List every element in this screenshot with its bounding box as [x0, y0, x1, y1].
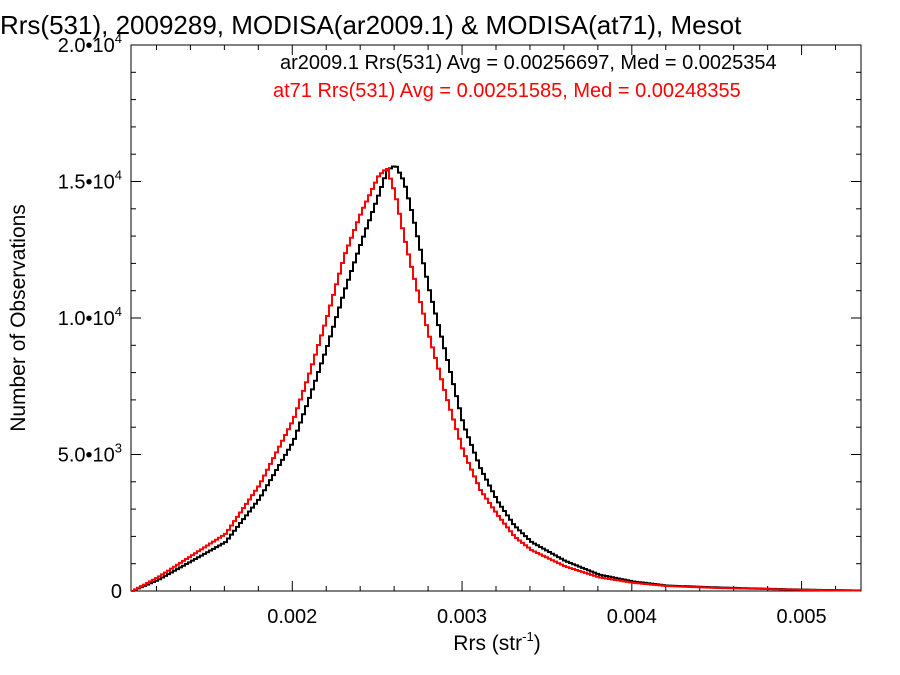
x-tick-label: 0.005	[777, 606, 827, 628]
x-axis-label: Rrs (str-1)	[453, 629, 540, 655]
x-axis-label-main: Rrs (str	[453, 632, 522, 655]
y-tick-label-exponent: 4	[115, 168, 122, 183]
y-tick-label-exponent: 4	[115, 304, 122, 319]
y-tick-label-base: 1.0•10	[58, 308, 115, 330]
y-tick-label-base: 1.5•10	[58, 172, 115, 194]
series-line-at71	[131, 167, 861, 592]
series-line-ar20091	[131, 165, 861, 592]
x-tick-label: 0.002	[267, 606, 317, 628]
legend-annotation-ar2009: ar2009.1 Rrs(531) Avg = 0.00256697, Med …	[280, 52, 777, 74]
y-tick-label-base: 0	[111, 581, 122, 603]
x-tick-label: 0.004	[607, 606, 657, 628]
x-axis-label-close: )	[534, 632, 541, 655]
y-tick-label: 2.0•104	[58, 31, 122, 57]
x-axis-label-superscript: -1	[522, 629, 534, 644]
legend-annotation-at71: at71 Rrs(531) Avg = 0.00251585, Med = 0.…	[273, 80, 741, 102]
y-tick-label-exponent: 4	[115, 31, 122, 46]
y-tick-label-base: 2.0•10	[58, 35, 115, 57]
y-tick-label-base: 5.0•10	[58, 445, 115, 467]
y-tick-label: 1.5•104	[58, 168, 122, 194]
y-tick-label: 5.0•103	[58, 441, 122, 467]
y-tick-label: 1.0•104	[58, 304, 122, 330]
series-layer	[131, 165, 861, 592]
y-axis-label: Number of Observations	[7, 204, 30, 432]
y-tick-label-exponent: 3	[115, 441, 122, 456]
plot-frame	[130, 44, 862, 592]
x-axis-ticks: 0.002 0.003 0.004 0.005	[155, 45, 837, 628]
x-tick-label: 0.003	[437, 606, 487, 628]
chart-title: Rrs(531), 2009289, MODISA(ar2009.1) & MO…	[0, 10, 742, 40]
y-tick-label: 0	[111, 581, 122, 603]
